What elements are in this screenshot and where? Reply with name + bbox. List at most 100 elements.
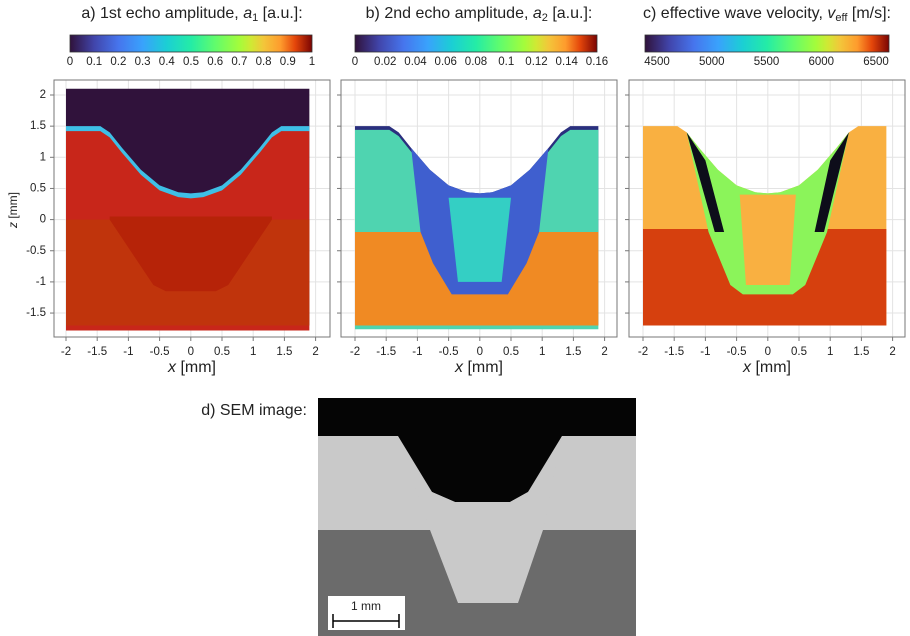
colorbar-tick-label: 0.9: [280, 56, 296, 68]
plot-frame: [628, 79, 906, 338]
z-tick-label: 0: [40, 214, 46, 226]
image-region: [448, 197, 511, 282]
title-symbol: a: [533, 5, 542, 22]
x-tick-label: -1.5: [87, 346, 107, 358]
x-tick-label: -1: [412, 346, 422, 358]
x-tick-label: 0: [188, 346, 194, 358]
colorbar-tick-label: 0.1: [498, 56, 514, 68]
z-axis-label: z [mm]: [6, 192, 20, 229]
x-tick-label: 1.5: [276, 346, 292, 358]
x-tick-label: -0.5: [727, 346, 747, 358]
x-tick-label: 1.5: [853, 346, 869, 358]
panels: a) 1st echo amplitude, a1 [a.u.]:0 0.1 0.2…: [6, 5, 906, 376]
plot-frame: [340, 79, 618, 338]
colorbar-tick-label: 6000: [808, 56, 834, 68]
image-region: [814, 132, 849, 233]
title-subscript: 2: [542, 12, 548, 24]
title-text: c) effective wave velocity,: [643, 5, 827, 22]
colorbar-tick-label: 0.02: [374, 56, 396, 68]
z-tick-label: -1: [36, 276, 46, 288]
map-image: [355, 126, 599, 330]
title-text: [a.u.]:: [258, 5, 302, 22]
title-subscript: 1: [252, 12, 258, 24]
title-text: [m/s]:: [847, 5, 891, 22]
label-text: [mm]: [463, 359, 503, 376]
colorbar-tick-label: 0.6: [207, 56, 223, 68]
colorbar-tick-label: 5500: [754, 56, 780, 68]
colorbar-tick-label: 0.5: [183, 56, 199, 68]
scale-bar-label: 1 mm: [351, 599, 381, 613]
colorbar-tick-label: 1: [309, 56, 315, 68]
colorbar-tick-label: 0: [67, 56, 73, 68]
x-tick-label: -0.5: [439, 346, 459, 358]
x-tick-label: 1: [539, 346, 545, 358]
colorbar-tick-label: 0.1: [86, 56, 102, 68]
plot-frame: [53, 79, 331, 338]
x-tick-label: 1: [827, 346, 833, 358]
image-region: [109, 216, 272, 292]
title-text: a) 1st echo amplitude,: [81, 5, 243, 22]
z-tick-label: 0.5: [30, 182, 46, 194]
sem-label: d) SEM image:: [201, 402, 307, 419]
colorbar-tick-label: 4500: [644, 56, 670, 68]
colorbar: [69, 34, 313, 53]
image-region: [686, 132, 725, 233]
x-tick-label: -1.5: [376, 346, 396, 358]
colorbar-tick-label: 0: [352, 56, 358, 68]
sem-image: 1 mm d) SEM image:: [201, 398, 636, 636]
colorbar-tick-label: 5000: [699, 56, 725, 68]
x-tick-label: 2: [601, 346, 607, 358]
title-subscript: eff: [835, 12, 848, 24]
colorbar: [644, 34, 890, 53]
x-tick-label: 0.5: [791, 346, 807, 358]
x-tick-label: -2: [61, 346, 71, 358]
x-tick-label: 0.5: [503, 346, 519, 358]
map-image: [66, 88, 310, 331]
title-symbol: a: [243, 5, 252, 22]
panel: b) 2nd echo amplitude, a2 [a.u.]:0 0.02 0.…: [337, 5, 618, 376]
label-symbol: x: [454, 359, 464, 376]
x-axis-label: x [mm]: [167, 359, 216, 376]
map-image: [643, 126, 887, 326]
colorbar: [354, 34, 598, 53]
title-text: b) 2nd echo amplitude,: [366, 5, 533, 22]
x-tick-label: 0.5: [214, 346, 230, 358]
colorbar-tick-label: 0.7: [231, 56, 247, 68]
z-tick-label: 1: [40, 151, 46, 163]
x-tick-label: 1.5: [565, 346, 581, 358]
label-symbol: x: [742, 359, 752, 376]
z-tick-label: 1.5: [30, 120, 46, 132]
x-tick-label: -0.5: [150, 346, 170, 358]
z-tick-label: -1.5: [26, 307, 46, 319]
x-tick-label: 0: [477, 346, 483, 358]
x-tick-label: 2: [312, 346, 318, 358]
title-symbol: v: [827, 5, 836, 22]
x-tick-label: 1: [250, 346, 256, 358]
label-text: [mm]: [6, 192, 20, 222]
colorbar-tick-label: 0.12: [525, 56, 547, 68]
label-text: [mm]: [751, 359, 791, 376]
x-tick-label: -1: [700, 346, 710, 358]
colorbar-tick-label: 0.16: [586, 56, 608, 68]
colorbar-tick-label: 0.06: [435, 56, 457, 68]
x-axis-label: x [mm]: [454, 359, 503, 376]
x-tick-label: 0: [765, 346, 771, 358]
x-tick-label: 2: [889, 346, 895, 358]
panel: c) effective wave velocity, veff [m/s]: 4…: [625, 5, 906, 376]
colorbar-tick-label: 0.4: [159, 56, 176, 68]
colorbar-tick-label: 0.3: [135, 56, 151, 68]
x-tick-label: -1.5: [664, 346, 684, 358]
z-tick-label: 2: [40, 89, 46, 101]
colorbar-tick-label: 0.04: [404, 56, 427, 68]
panel: a) 1st echo amplitude, a1 [a.u.]:0 0.1 0.2…: [26, 5, 331, 376]
x-tick-label: -1: [123, 346, 133, 358]
x-tick-label: -2: [638, 346, 648, 358]
panel-title: b) 2nd echo amplitude, a2 [a.u.]:: [366, 5, 593, 24]
title-text: [a.u.]:: [548, 5, 592, 22]
colorbar-tick-label: 0.8: [256, 56, 272, 68]
label-symbol: z: [6, 222, 20, 229]
colorbar-tick-label: 6500: [863, 56, 889, 68]
colorbar-tick-label: 0.14: [556, 56, 579, 68]
colorbar-tick-label: 0.08: [465, 56, 487, 68]
image-region: [739, 194, 796, 286]
